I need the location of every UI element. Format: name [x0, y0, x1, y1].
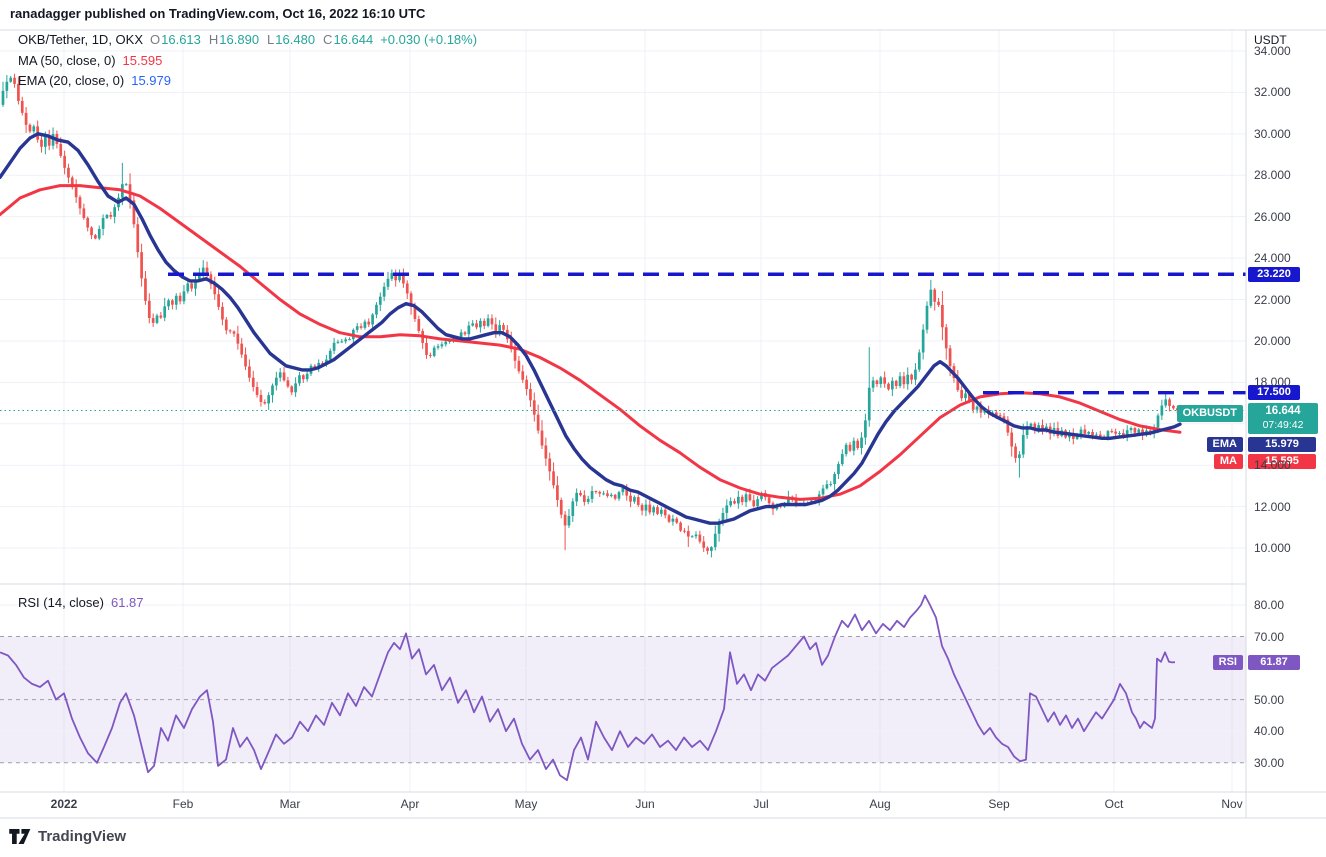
rsi-axis-badge: 61.87 — [1248, 655, 1300, 670]
price-axis-label: 22.000 — [1254, 292, 1291, 307]
price-axis-label: 26.000 — [1254, 209, 1291, 224]
legend-ema-row[interactable]: EMA (20, close, 0) 15.979 — [18, 73, 171, 88]
tradingview-logo-text: TradingView — [38, 828, 127, 845]
price-axis-label: 30.000 — [1254, 126, 1291, 141]
time-axis-label: Nov — [1221, 797, 1243, 811]
legend-ma-value: 15.595 — [122, 53, 163, 68]
rsi-axis-label: 40.00 — [1254, 724, 1285, 739]
rsi-chip: RSI — [1212, 655, 1243, 670]
legend-ma-label[interactable]: MA (50, close, 0) — [18, 53, 116, 68]
tradingview-logo[interactable]: TradingView — [9, 828, 126, 845]
rsi-axis-label: 50.00 — [1254, 692, 1285, 707]
legend-ohlc-item: L16.480 — [267, 32, 316, 47]
price-axis-label: 14.000 — [1254, 458, 1291, 473]
rsi-axis-label: 30.00 — [1254, 755, 1285, 770]
legend-ema-value: 15.979 — [131, 73, 171, 88]
time-axis-label: Jul — [753, 797, 769, 811]
header-text: ranadagger published on TradingView.com,… — [10, 6, 426, 21]
last-price-badge: 16.644 07:49:42 — [1248, 403, 1318, 434]
legend-change: +0.030 (+0.18%) — [380, 32, 478, 47]
symbol-chip: OKBUSDT — [1176, 405, 1243, 422]
price-axis-label: 18.000 — [1254, 375, 1291, 390]
legend-main-row[interactable]: OKB/Tether, 1D, OKX O16.613 H16.890 L16.48… — [18, 32, 477, 47]
level-badge-17500: 17.500 — [1248, 385, 1300, 400]
legend-ohlc-item: C16.644 — [323, 32, 374, 47]
price-axis-label: 28.000 — [1254, 168, 1291, 183]
price-axis-unit: USDT — [1254, 33, 1287, 47]
rsi-axis-label: 80.00 — [1254, 598, 1285, 612]
time-axis-label: May — [514, 797, 538, 811]
price-pane[interactable] — [0, 30, 1246, 584]
time-axis-label: Jun — [635, 797, 655, 811]
legend-symbol[interactable]: OKB/Tether, 1D, OKX — [18, 32, 143, 47]
time-axis-label: Aug — [869, 797, 891, 811]
time-axis-label: Mar — [279, 797, 301, 811]
rsi-pane[interactable] — [0, 584, 1246, 792]
price-axis-label: 12.000 — [1254, 499, 1291, 514]
legend-rsi-value: 61.87 — [110, 595, 144, 610]
legend-ma-row[interactable]: MA (50, close, 0) 15.595 — [18, 53, 162, 68]
price-axis-top-label: 34.000 — [1254, 44, 1291, 58]
bar-countdown: 07:49:42 — [1262, 419, 1304, 431]
price-axis-label: 10.000 — [1254, 541, 1291, 556]
price-axis-label: 24.000 — [1254, 251, 1291, 266]
ema-axis-badge: 15.979 — [1248, 437, 1316, 452]
price-axis-label: 20.000 — [1254, 333, 1291, 348]
time-axis-label: Apr — [400, 797, 420, 811]
legend-rsi-label[interactable]: RSI (14, close) — [18, 595, 104, 610]
legend-ohlc-item: H16.890 — [208, 32, 260, 47]
time-axis-label: Feb — [172, 797, 194, 811]
legend-ema-label[interactable]: EMA (20, close, 0) — [18, 73, 125, 88]
last-price-value: 16.644 — [1265, 405, 1301, 417]
ma-axis-badge: 15.595 — [1248, 454, 1316, 469]
legend-rsi-row[interactable]: RSI (14, close) 61.87 — [18, 595, 144, 610]
price-axis-label: 32.000 — [1254, 85, 1291, 100]
rsi-axis-label: 70.00 — [1254, 629, 1285, 644]
ma-chip: MA — [1213, 454, 1243, 469]
ema-chip: EMA — [1206, 437, 1243, 452]
tradingview-logo-icon — [9, 829, 31, 844]
time-axis-label: 2022 — [50, 797, 78, 811]
legend-ohlc-item: O16.613 — [150, 32, 201, 47]
level-badge-23220: 23.220 — [1248, 267, 1300, 282]
legend-ohlc: O16.613 H16.890 L16.480 C16.644 — [150, 32, 373, 47]
time-axis-label: Oct — [1104, 797, 1124, 811]
time-axis-label: Sep — [988, 797, 1010, 811]
